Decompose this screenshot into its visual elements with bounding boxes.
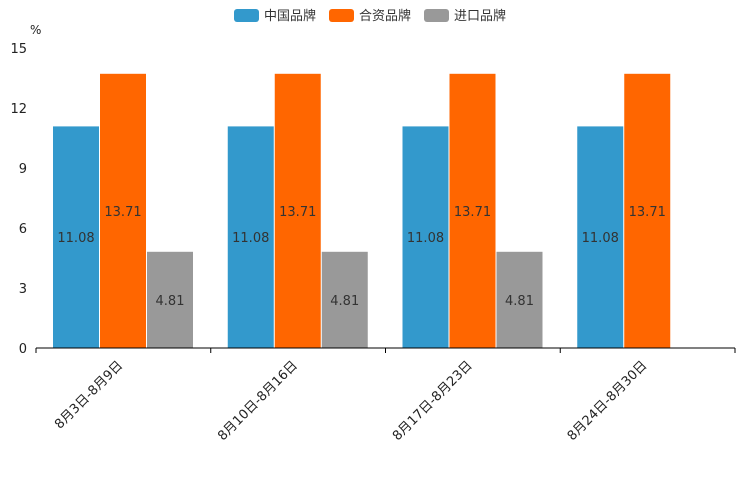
data-label-1-3: 13.71: [629, 205, 666, 220]
data-label-1-2: 13.71: [454, 205, 491, 220]
legend-label-2[interactable]: 进口品牌: [454, 8, 506, 24]
bar-0-1[interactable]: [227, 126, 274, 349]
x-axis-ticks: 8月3日-8月9日 8月10日-8月16日 8月17日-8月23日 8月24日-8月3…: [35, 348, 736, 444]
y-tick-label: 9: [19, 162, 27, 177]
data-label-0-0: 11.08: [57, 231, 94, 246]
legend-swatch-1[interactable]: [329, 9, 354, 22]
bar-0-0[interactable]: [53, 126, 99, 349]
legend-label-0[interactable]: 中国品牌: [264, 8, 316, 24]
data-label-1-1: 13.71: [279, 205, 316, 220]
data-label-0-3: 11.08: [582, 231, 619, 246]
bar-0-2[interactable]: [402, 126, 449, 349]
data-label-2-1: 4.81: [330, 294, 359, 309]
y-tick-label: 0: [19, 342, 27, 357]
legend-swatch-0[interactable]: [234, 9, 259, 22]
bar-1-0[interactable]: [100, 73, 146, 349]
data-labels: 11.08 11.08 11.08 11.08 13.71 13.71 13.71 13.71…: [57, 205, 665, 309]
x-tick-label: 8月3日-8月9日: [52, 358, 126, 432]
legend: 中国品牌 合资品牌 进口品牌: [234, 8, 506, 24]
bar-0-3[interactable]: [577, 126, 624, 349]
x-tick-label: 8月10日-8月16日: [215, 358, 301, 444]
y-axis-unit: %: [30, 23, 41, 37]
legend-label-1[interactable]: 合资品牌: [359, 8, 411, 24]
x-tick-label: 8月17日-8月23日: [390, 358, 476, 444]
bars: [53, 73, 671, 349]
data-label-2-0: 4.81: [156, 294, 185, 309]
bar-1-2[interactable]: [449, 73, 496, 349]
y-tick-label: 6: [19, 222, 27, 237]
bar-1-3[interactable]: [624, 73, 671, 349]
data-label-1-0: 13.71: [104, 205, 141, 220]
bar-2-1[interactable]: [321, 251, 368, 348]
y-tick-label: 12: [10, 102, 27, 117]
bar-2-2[interactable]: [496, 251, 543, 348]
y-axis-ticks: 0 3 6 9 12 15: [10, 42, 27, 357]
x-tick-label: 8月24日-8月30日: [565, 358, 651, 444]
y-tick-label: 3: [19, 282, 27, 297]
data-label-0-1: 11.08: [232, 231, 269, 246]
y-tick-label: 15: [10, 42, 27, 57]
bar-2-0[interactable]: [147, 251, 193, 348]
bar-1-1[interactable]: [274, 73, 321, 349]
data-label-2-2: 4.81: [505, 294, 534, 309]
data-label-0-2: 11.08: [407, 231, 444, 246]
legend-swatch-2[interactable]: [424, 9, 449, 22]
